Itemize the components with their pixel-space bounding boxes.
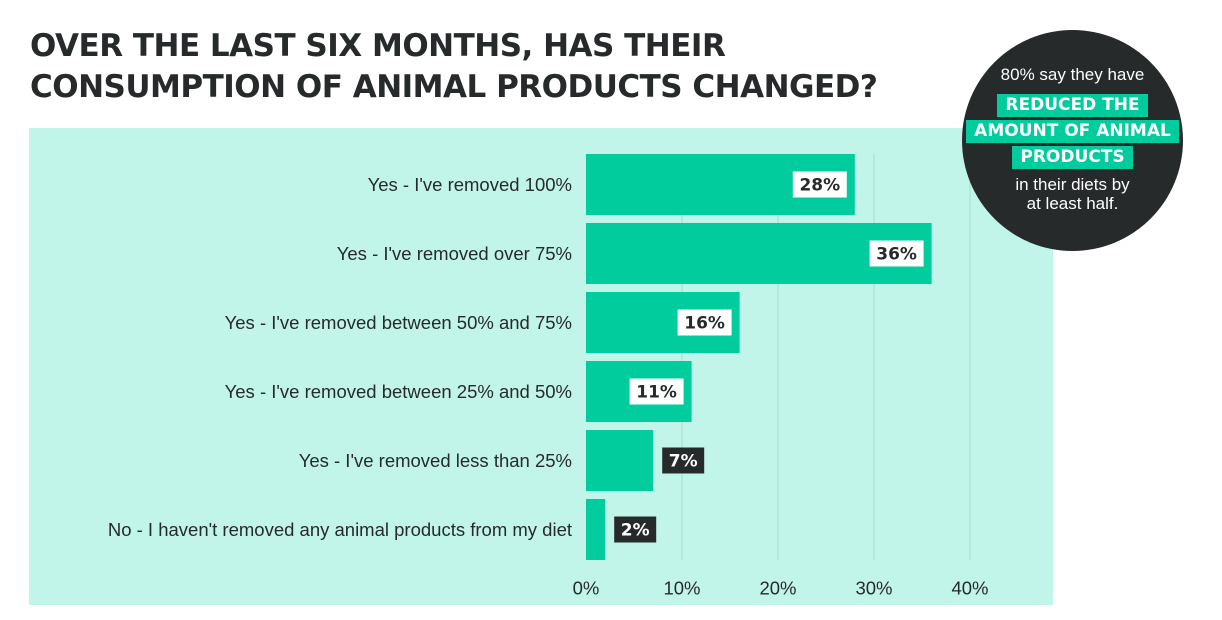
x-tick-label: 20% bbox=[759, 578, 796, 599]
category-label: No - I haven't removed any animal produc… bbox=[108, 519, 572, 540]
callout-intro: 80% say they have bbox=[1000, 65, 1145, 84]
value-label-box bbox=[629, 378, 684, 405]
value-label: 36% bbox=[876, 245, 917, 265]
bar bbox=[586, 430, 654, 491]
summary-callout: 80% say they have REDUCED THE AMOUNT OF … bbox=[962, 30, 1183, 251]
chart-panel: Yes - I've removed 100% 28% Yes - I've rem… bbox=[29, 128, 1053, 605]
value-label-box bbox=[792, 171, 847, 198]
value-label-box bbox=[869, 240, 924, 267]
callout-outro-line-2: at least half. bbox=[1026, 194, 1119, 213]
x-tick-label: 30% bbox=[855, 578, 892, 599]
category-label: Yes - I've removed between 50% and 75% bbox=[225, 312, 572, 333]
chart-title-line-1: OVER THE LAST SIX MONTHS, HAS THEIR bbox=[30, 28, 726, 64]
value-label: 2% bbox=[621, 521, 650, 541]
value-label-box bbox=[614, 516, 657, 543]
category-label: Yes - I've removed over 75% bbox=[337, 243, 572, 264]
value-label-box bbox=[677, 309, 732, 336]
callout-highlight-line-2: AMOUNT OF ANIMAL bbox=[966, 120, 1179, 143]
bar bbox=[586, 499, 606, 560]
x-tick-label: 40% bbox=[951, 578, 988, 599]
callout-outro-line-1: in their diets by bbox=[1015, 175, 1130, 194]
value-label-box bbox=[662, 447, 705, 474]
callout-highlight-line-1: REDUCED THE bbox=[997, 94, 1148, 117]
value-label: 16% bbox=[684, 314, 725, 334]
chart-title: OVER THE LAST SIX MONTHS, HAS THEIR CONS… bbox=[30, 26, 878, 108]
x-tick-label: 0% bbox=[573, 578, 600, 599]
value-label: 28% bbox=[799, 176, 840, 196]
callout-highlight-line-3: PRODUCTS bbox=[1012, 146, 1133, 169]
category-label: Yes - I've removed between 25% and 50% bbox=[225, 381, 572, 402]
x-tick-label: 10% bbox=[663, 578, 700, 599]
value-label: 11% bbox=[636, 383, 677, 403]
category-label: Yes - I've removed 100% bbox=[368, 174, 572, 195]
bar-chart: Yes - I've removed 100% 28% Yes - I've rem… bbox=[108, 154, 989, 599]
value-label: 7% bbox=[669, 452, 698, 472]
category-label: Yes - I've removed less than 25% bbox=[299, 450, 572, 471]
chart-title-line-2: CONSUMPTION OF ANIMAL PRODUCTS CHANGED? bbox=[30, 69, 878, 105]
